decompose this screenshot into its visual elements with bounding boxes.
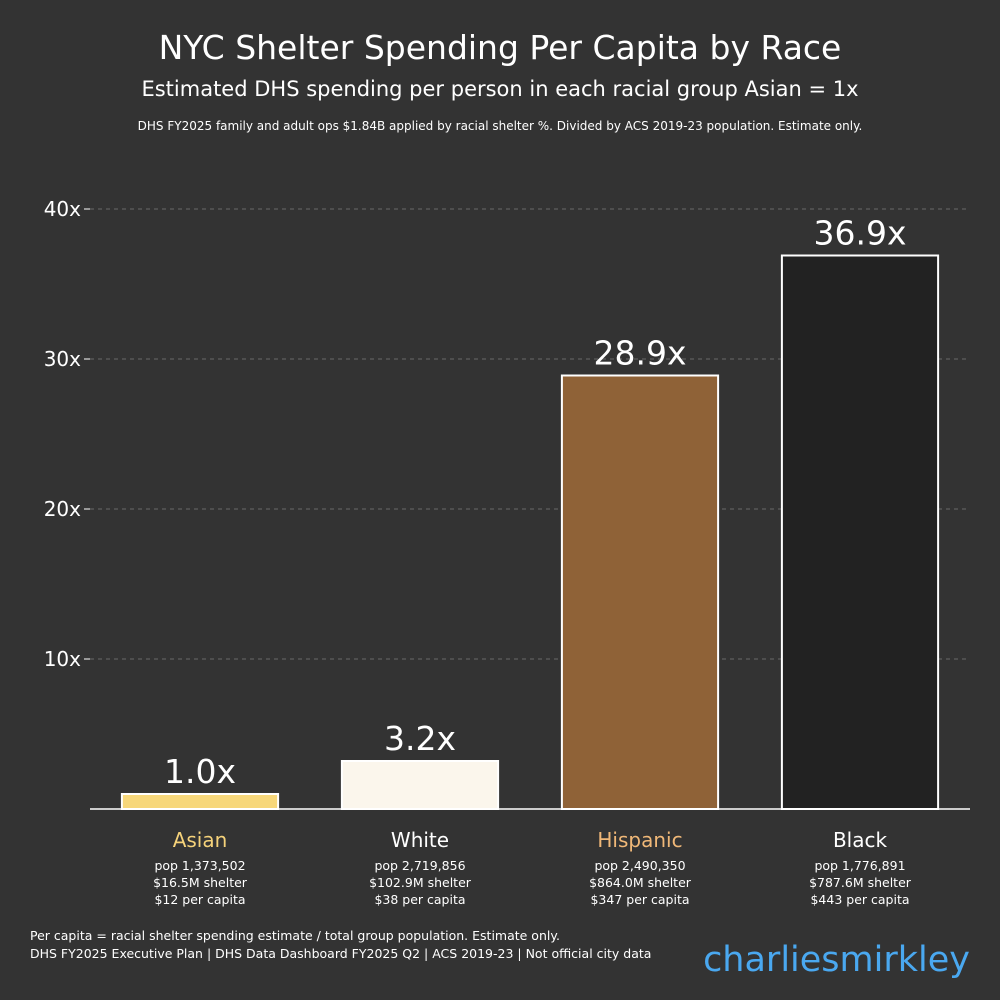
y-tick-label: 30x: [44, 347, 81, 371]
category-detail: $16.5M shelter: [153, 875, 248, 890]
category-detail: $12 per capita: [154, 892, 245, 907]
bar: [560, 374, 720, 810]
footer-line-2: DHS FY2025 Executive Plan | DHS Data Das…: [30, 946, 652, 961]
footer-line-1: Per capita = racial shelter spending est…: [30, 928, 560, 943]
y-tick-label: 40x: [44, 197, 81, 221]
bar: [780, 254, 940, 810]
bar-value-label: 36.9x: [813, 214, 906, 253]
category-label: Asian: [173, 828, 228, 852]
category-label: Black: [833, 828, 888, 852]
category-detail: $787.6M shelter: [809, 875, 912, 890]
chart-subtitle: Estimated DHS spending per person in eac…: [141, 77, 859, 101]
category-label: White: [391, 828, 449, 852]
category-detail: $443 per capita: [810, 892, 909, 907]
category-detail: pop 2,490,350: [594, 858, 685, 873]
category-detail: $38 per capita: [374, 892, 465, 907]
y-tick-label: 10x: [44, 647, 81, 671]
category-detail: $102.9M shelter: [369, 875, 472, 890]
category-label: Hispanic: [597, 828, 682, 852]
y-tick-label: 20x: [44, 497, 81, 521]
chart-title: NYC Shelter Spending Per Capita by Race: [158, 28, 842, 67]
chart-note: DHS FY2025 family and adult ops $1.84B a…: [137, 119, 863, 133]
bar-value-label: 1.0x: [164, 752, 236, 791]
category-detail: $347 per capita: [590, 892, 689, 907]
bar: [340, 760, 500, 810]
bar: [120, 793, 280, 810]
category-detail: pop 1,373,502: [154, 858, 245, 873]
category-detail: $864.0M shelter: [589, 875, 692, 890]
bar-value-label: 3.2x: [384, 719, 456, 758]
watermark-handle: charliesmirkley: [703, 940, 970, 980]
category-detail: pop 2,719,856: [374, 858, 465, 873]
category-detail: pop 1,776,891: [814, 858, 905, 873]
bar-value-label: 28.9x: [593, 334, 686, 373]
